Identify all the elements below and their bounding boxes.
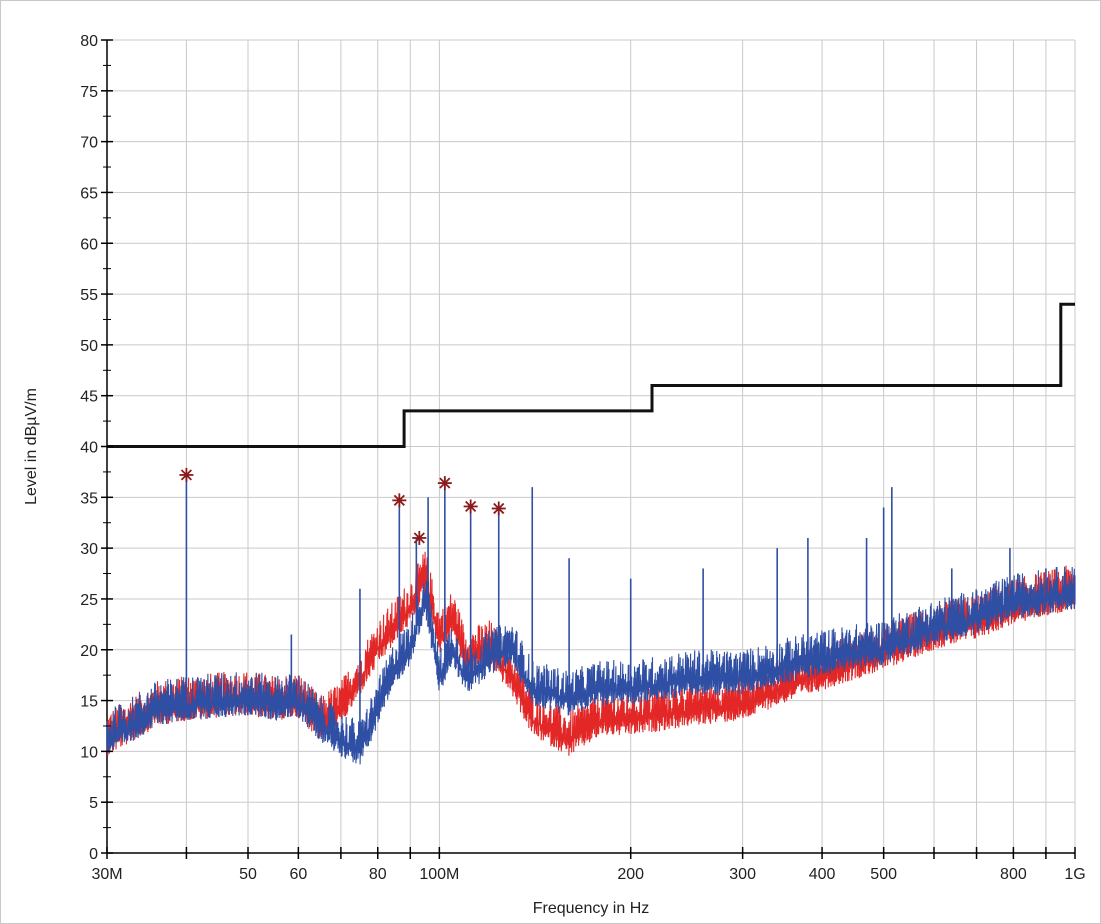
y-tick-label: 75 (80, 84, 98, 101)
peak-marker-stroke (439, 477, 451, 489)
y-tick-label: 45 (80, 389, 98, 406)
y-tick-label: 80 (80, 33, 98, 50)
spectrum-trace-blue (106, 566, 1076, 765)
peak-marker-stroke (465, 500, 477, 513)
x-tick-label: 60 (289, 866, 307, 883)
markers-group (179, 467, 506, 545)
y-tick-label: 0 (89, 846, 98, 863)
x-tick-label: 80 (369, 866, 387, 883)
peak-marker (491, 501, 506, 516)
x-tick-label: 800 (1000, 866, 1027, 883)
y-tick-label: 20 (80, 643, 98, 660)
peak-marker (437, 476, 452, 491)
limit-line (107, 302, 1075, 448)
x-tick-label: 500 (870, 866, 897, 883)
peak-marker (179, 467, 194, 482)
x-tick-label: 50 (239, 866, 257, 883)
y-tick-label: 30 (80, 541, 98, 558)
x-tick-label: 100M (419, 866, 459, 883)
x-tick-label: 30M (91, 866, 122, 883)
y-tick-label: 65 (80, 185, 98, 202)
x-tick-label: 1G (1064, 866, 1085, 883)
y-tick-label: 55 (80, 287, 98, 304)
y-tick-label: 35 (80, 490, 98, 507)
x-tick-label: 400 (809, 866, 836, 883)
grid (106, 39, 1076, 854)
y-tick-label: 50 (80, 338, 98, 355)
y-tick-label: 60 (80, 236, 98, 253)
peak-marker-stroke (413, 532, 425, 544)
y-axis-title: Level in dBµV/m (23, 388, 40, 505)
y-tick-label: 5 (89, 795, 98, 812)
peak-marker-stroke (493, 502, 505, 515)
ticks: 0 5 10 15 20 25 30 35 40 45 50 55 60 65 70 75 80 30M 50 60 8… (80, 33, 1085, 883)
y-tick-label: 25 (80, 592, 98, 609)
spectrum-trace-red (106, 551, 1076, 757)
peak-marker (412, 530, 427, 545)
peak-marker-stroke (180, 469, 193, 481)
peak-marker (463, 499, 478, 514)
y-tick-label: 70 (80, 135, 98, 152)
peak-marker-stroke (393, 494, 405, 506)
x-tick-label: 200 (617, 866, 644, 883)
x-axis-title: Frequency in Hz (533, 900, 650, 917)
peak-marker (392, 493, 407, 508)
traces (106, 476, 1076, 765)
x-tick-label: 300 (729, 866, 756, 883)
y-tick-label: 40 (80, 440, 98, 457)
limit-line-group (107, 302, 1075, 448)
y-tick-label: 10 (80, 744, 98, 761)
y-tick-label: 15 (80, 694, 98, 711)
